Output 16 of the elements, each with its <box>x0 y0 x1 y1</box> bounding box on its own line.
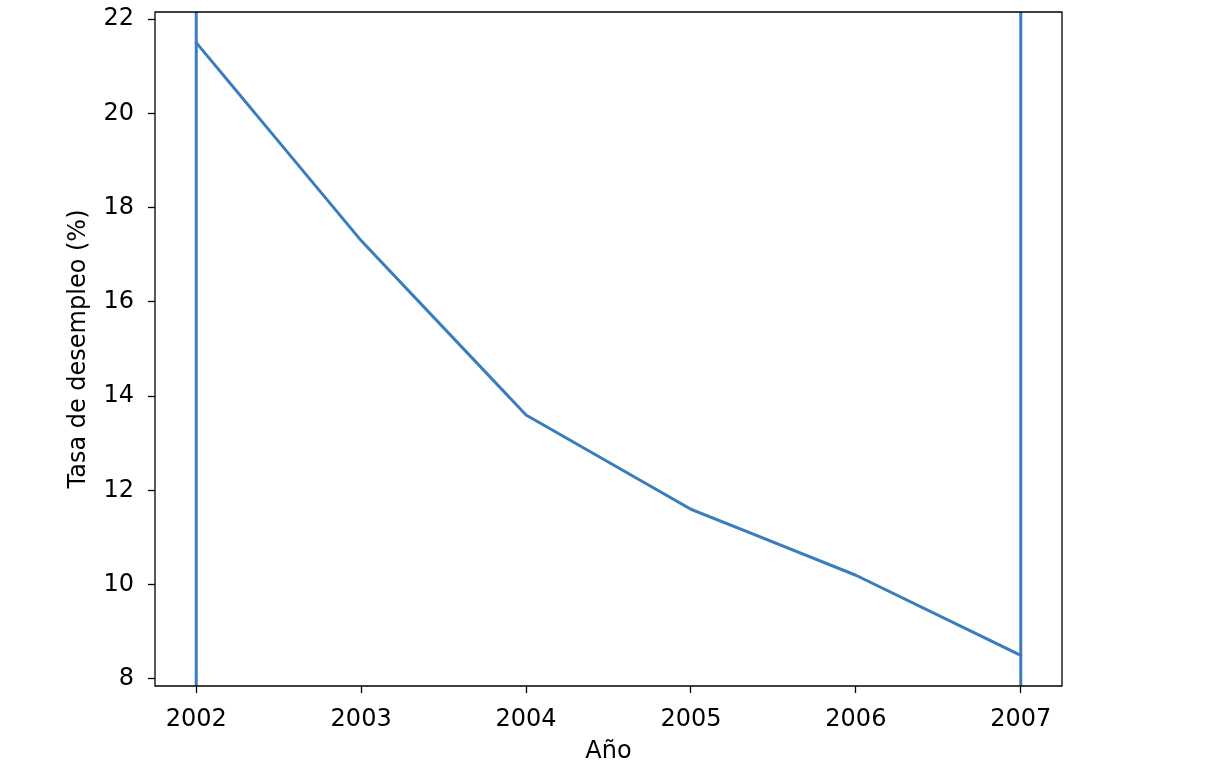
x-tick-label: 2007 <box>990 703 1052 732</box>
y-tick-label: 14 <box>103 380 134 409</box>
x-axis-title: Año <box>585 735 632 764</box>
y-tick-label: 8 <box>118 663 134 692</box>
x-tick-label: 2003 <box>330 703 392 732</box>
y-tick-label: 10 <box>103 568 134 597</box>
y-tick-label: 22 <box>103 3 134 32</box>
y-axis-title: Tasa de desempleo (%) <box>62 209 91 490</box>
y-tick-label: 20 <box>103 97 134 126</box>
x-tick-label: 2006 <box>825 703 887 732</box>
y-tick-label: 16 <box>103 286 134 315</box>
x-tick-label: 2004 <box>495 703 557 732</box>
y-tick-label: 12 <box>103 474 134 503</box>
x-tick-label: 2005 <box>660 703 722 732</box>
x-tick-label: 2002 <box>165 703 227 732</box>
y-tick-label: 18 <box>103 191 134 220</box>
